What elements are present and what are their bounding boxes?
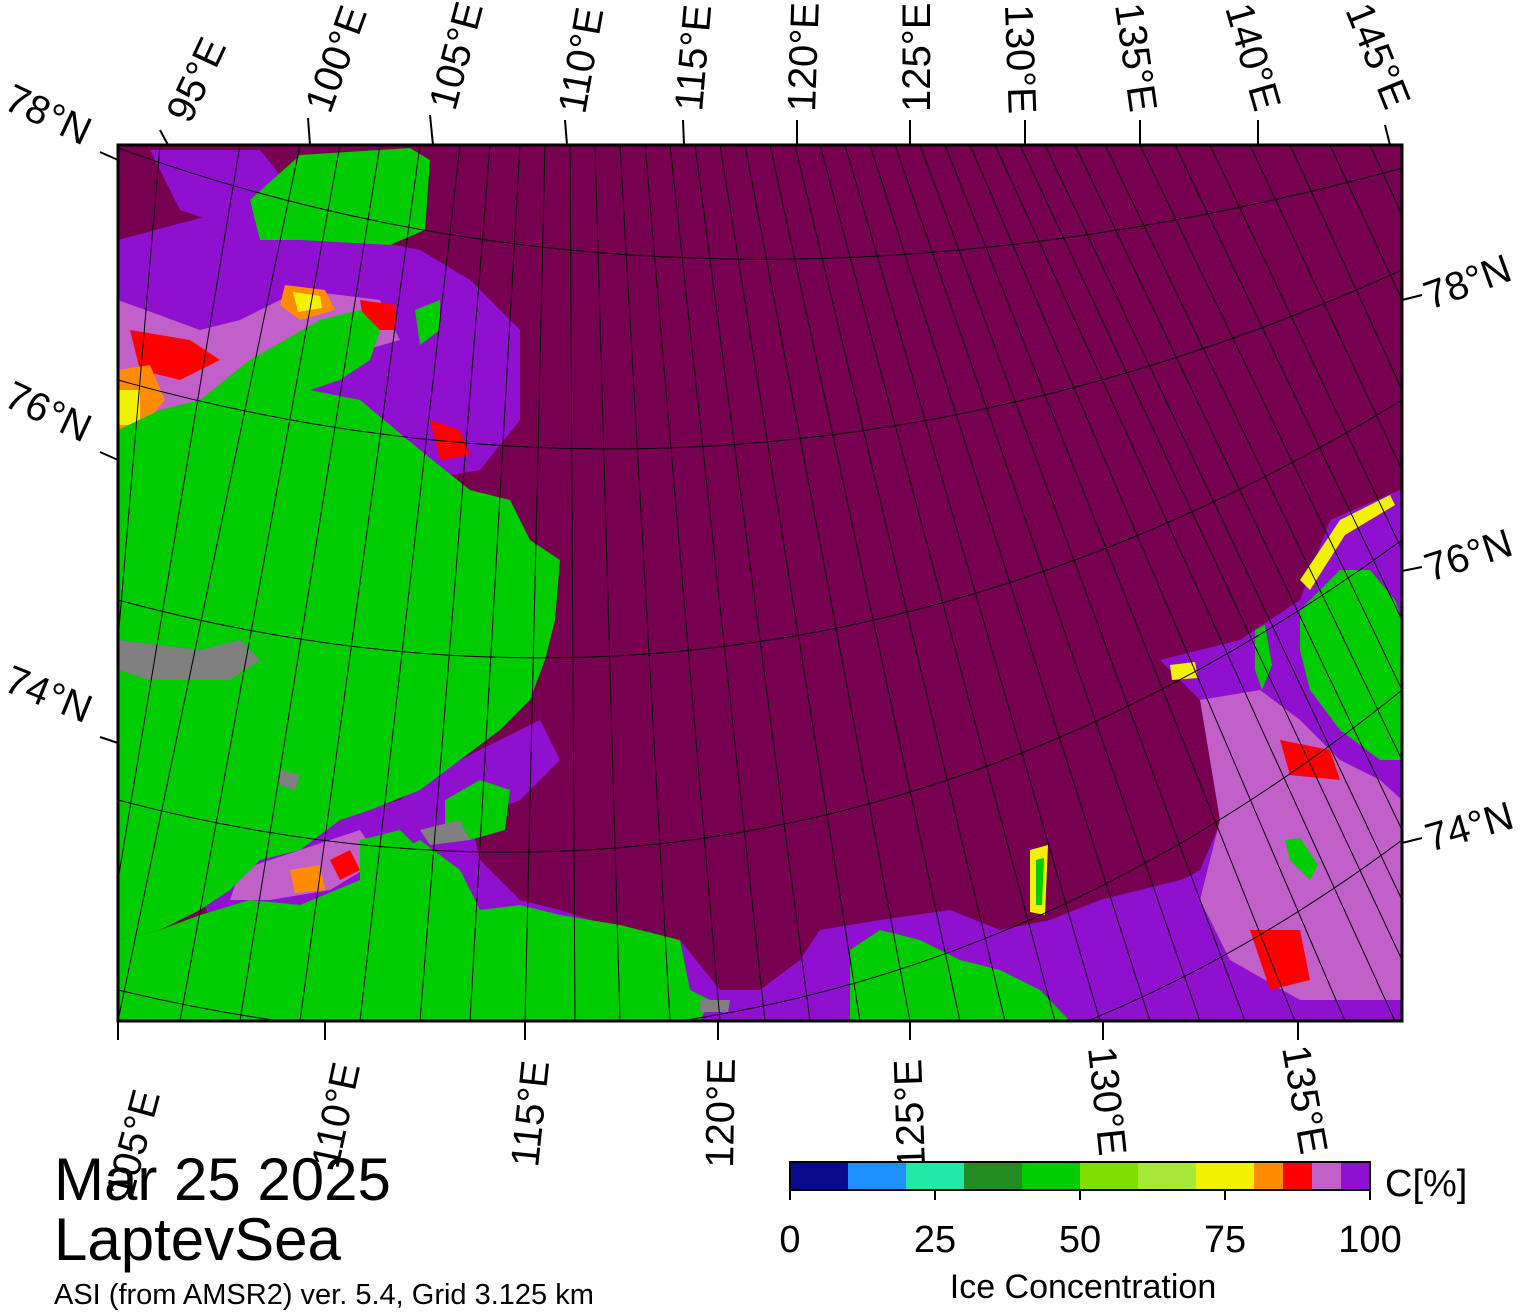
bottom-lon-label: 120°E bbox=[698, 1058, 744, 1168]
colorbar-cell bbox=[1080, 1162, 1138, 1190]
right-lat-labels: 78°N 76°N 74°N bbox=[1418, 247, 1518, 861]
map-panel bbox=[118, 145, 1402, 1021]
colorbar-cell bbox=[964, 1162, 1022, 1190]
top-lon-label: 115°E bbox=[667, 3, 720, 113]
top-lon-labels: 95°E 100°E 105°E 110°E 115°E 120°E 125°E… bbox=[158, 0, 1418, 129]
bottom-lon-label: 115°E bbox=[503, 1058, 558, 1168]
map-date: Mar 25 2025 bbox=[54, 1146, 391, 1213]
top-lon-label: 145°E bbox=[1337, 0, 1419, 115]
colorbar-tick-label: 75 bbox=[1204, 1219, 1246, 1261]
tick-marks bbox=[99, 114, 1423, 1040]
colorbar: 0 25 50 75 100 C[%] Ice Concentration bbox=[779, 1161, 1467, 1306]
left-lat-labels: 78°N 76°N 74°N bbox=[0, 76, 98, 732]
colorbar-cell bbox=[1254, 1162, 1283, 1190]
left-lat-label: 76°N bbox=[0, 373, 98, 451]
bottom-lon-label: 130°E bbox=[1079, 1044, 1134, 1157]
top-lon-label: 100°E bbox=[297, 0, 376, 118]
right-lat-label: 76°N bbox=[1419, 521, 1518, 590]
colorbar-cell bbox=[1341, 1162, 1370, 1190]
top-lon-label: 95°E bbox=[158, 31, 235, 129]
colorbar-cell bbox=[1138, 1162, 1196, 1190]
top-lon-label: 140°E bbox=[1216, 0, 1288, 116]
colorbar-ticks bbox=[789, 1190, 1371, 1200]
top-lon-label: 110°E bbox=[551, 4, 613, 116]
left-lat-label: 78°N bbox=[0, 76, 98, 154]
colorbar-cell bbox=[1022, 1162, 1080, 1190]
colorbar-cell bbox=[790, 1162, 848, 1190]
colorbar-cell bbox=[1283, 1162, 1312, 1190]
bottom-lon-label: 135°E bbox=[1273, 1042, 1335, 1157]
right-lat-label: 78°N bbox=[1418, 247, 1517, 319]
top-lon-label: 105°E bbox=[421, 0, 492, 114]
graticule bbox=[118, 145, 1402, 1021]
colorbar-tick-label: 25 bbox=[914, 1219, 956, 1261]
bottom-lon-label: 125°E bbox=[886, 1058, 934, 1169]
colorbar-title: Ice Concentration bbox=[950, 1268, 1217, 1306]
colorbar-unit-label: C[%] bbox=[1385, 1163, 1467, 1205]
top-lon-label: 120°E bbox=[780, 1, 828, 112]
data-source: ASI (from AMSR2) ver. 5.4, Grid 3.125 km bbox=[54, 1279, 594, 1311]
colorbar-tick-label: 100 bbox=[1338, 1219, 1401, 1261]
map-frame bbox=[116, 143, 1404, 1023]
left-lat-label: 74°N bbox=[0, 658, 98, 732]
colorbar-cell bbox=[1196, 1162, 1254, 1190]
colorbar-tick-label: 0 bbox=[779, 1219, 800, 1261]
top-lon-label: 130°E bbox=[996, 4, 1044, 115]
top-lon-label: 125°E bbox=[895, 3, 939, 112]
colorbar-cell bbox=[906, 1162, 964, 1190]
colorbar-cell bbox=[848, 1162, 906, 1190]
land-areas bbox=[118, 148, 1402, 1021]
colorbar-cell bbox=[1312, 1162, 1341, 1190]
right-lat-label: 74°N bbox=[1420, 794, 1518, 861]
top-lon-label: 135°E bbox=[1106, 0, 1165, 114]
region-name: LaptevSea bbox=[54, 1206, 341, 1273]
colorbar-tick-label: 50 bbox=[1059, 1219, 1101, 1261]
coastal-mask bbox=[118, 640, 730, 1012]
